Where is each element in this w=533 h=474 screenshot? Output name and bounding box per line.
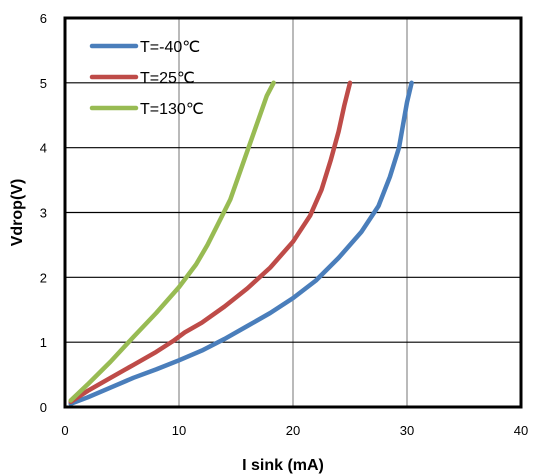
series-line-2	[68, 80, 353, 405]
y-tick-label: 4	[40, 141, 47, 156]
legend-label-1: T=-40℃	[140, 39, 200, 56]
x-tick-label: 40	[514, 423, 528, 438]
y-tick-label: 5	[40, 76, 47, 91]
y-tick-label: 1	[40, 335, 47, 350]
plot-frame	[63, 16, 523, 409]
y-tick-label: 2	[40, 270, 47, 285]
legend-label-3: T=130℃	[140, 101, 204, 118]
legend-label-2: T=25℃	[140, 70, 195, 87]
y-tick-label: 6	[40, 11, 47, 26]
series-line-3	[68, 80, 276, 403]
x-tick-label: 30	[400, 423, 414, 438]
y-axis-title: Vdrop(V)	[9, 179, 26, 247]
series-lines	[68, 80, 414, 407]
x-tick-label: 20	[286, 423, 300, 438]
x-tick-label: 10	[172, 423, 186, 438]
y-tick-label: 3	[40, 206, 47, 221]
series-line-1	[68, 80, 414, 407]
legend: T=-40℃ T=25℃ T=130℃	[89, 39, 204, 118]
x-tick-label: 0	[61, 423, 68, 438]
grid-lines	[65, 18, 521, 407]
tick-labels: 0 10 20 30 40 0 1 2 3 4 5 6	[40, 11, 528, 438]
x-axis-title: I sink (mA)	[242, 457, 324, 474]
y-tick-label: 0	[40, 400, 47, 415]
